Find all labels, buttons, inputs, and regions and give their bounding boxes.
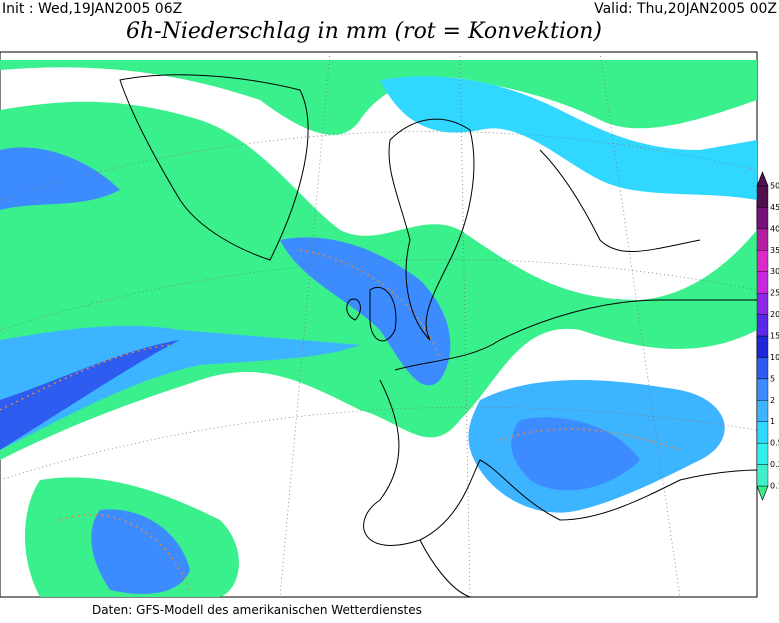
colorbar-label: 15	[770, 332, 779, 341]
colorbar-segment	[756, 378, 769, 401]
coastlines	[119, 74, 757, 597]
colorbar-label: 20	[770, 310, 779, 319]
precip-area	[91, 509, 190, 594]
colorbar-label: 50	[770, 182, 779, 191]
precip-area	[0, 340, 180, 450]
convection-contour	[299, 249, 441, 361]
colorbar-label: 5	[770, 374, 775, 383]
colorbar-segment	[756, 335, 769, 358]
colorbar-segment	[756, 250, 769, 272]
colorbar-lower-arrow	[756, 485, 769, 501]
colorbar-segment	[756, 314, 769, 337]
colorbar-segment	[756, 271, 769, 294]
colorbar-label: 10	[770, 353, 779, 362]
colorbar-segment	[756, 357, 769, 380]
colorbar-segment	[756, 421, 769, 444]
precip-fields	[0, 60, 757, 597]
colorbar: 0.10.20.5125101520253035404550	[756, 171, 779, 501]
colorbar-label: 30	[770, 267, 779, 276]
precip-area	[0, 147, 120, 210]
map	[0, 51, 758, 598]
precip-area	[511, 417, 640, 491]
colorbar-label: 0.2	[770, 460, 779, 469]
colorbar-segment	[756, 292, 769, 315]
valid-time: Valid: Thu,20JAN2005 00Z	[594, 1, 777, 17]
colorbar-label: 0.5	[770, 439, 779, 448]
colorbar-label: 2	[770, 396, 775, 405]
colorbar-segment	[756, 400, 769, 422]
precip-area	[280, 237, 451, 386]
title: 6h-Niederschlag in mm (rot = Konvektion)	[126, 19, 602, 44]
colorbar-label: 0.1	[770, 482, 779, 491]
colorbar-segment	[756, 207, 769, 230]
colorbar-segment	[756, 442, 769, 465]
convection-contour	[499, 428, 681, 451]
colorbar-label: 40	[770, 224, 779, 233]
graticule	[0, 52, 757, 597]
convection-contour	[59, 514, 191, 591]
colorbar-label: 1	[770, 417, 775, 426]
colorbar-label: 35	[770, 246, 779, 255]
colorbar-upper-arrow	[756, 171, 769, 187]
init-time: Init : Wed,19JAN2005 06Z	[2, 1, 182, 17]
precip-area	[0, 325, 360, 450]
colorbar-label: 45	[770, 203, 779, 212]
data-source: Daten: GFS-Modell des amerikanischen Wet…	[92, 603, 422, 617]
precip-area	[380, 76, 757, 200]
colorbar-label: 25	[770, 289, 779, 298]
colorbar-segment	[756, 185, 769, 208]
precip-area	[0, 60, 757, 135]
colorbar-segment	[756, 464, 769, 487]
colorbar-segment	[756, 228, 769, 251]
